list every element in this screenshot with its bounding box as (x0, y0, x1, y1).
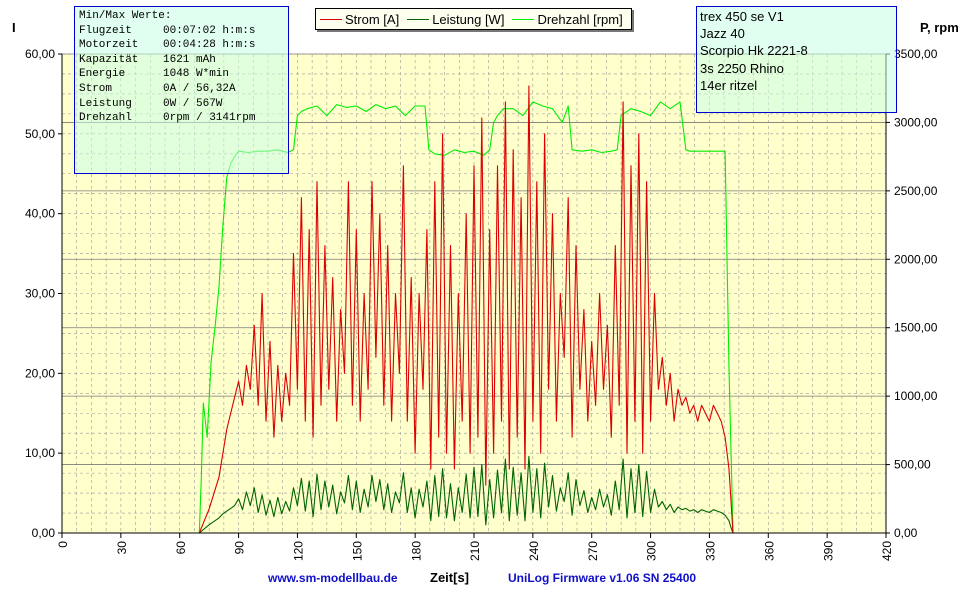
x-tick-label: 120 (292, 541, 306, 561)
minmax-panel: Min/Max Werte: Flugzeit 00:07:02 h:m:s Mot… (74, 6, 289, 174)
legend-item: Leistung [W] (407, 12, 504, 27)
legend-swatch (320, 18, 342, 20)
x-tick-label: 330 (704, 541, 718, 561)
legend-item: Drehzahl [rpm] (512, 11, 623, 27)
minmax-value: 0rpm / 3141rpm (163, 112, 256, 125)
minmax-row: Energie 1048 W*min (79, 67, 284, 82)
minmax-key: Motorzeit (79, 39, 139, 52)
y-left-tick-label: 10,00 (25, 446, 55, 460)
minmax-key: Energie (79, 68, 126, 81)
y-right-tick-label: 3500,00 (894, 47, 938, 61)
x-tick-label: 300 (645, 541, 659, 561)
model-info-panel: trex 450 se V1 Jazz 40 Scorpio Hk 2221-8 3s… (696, 6, 897, 113)
y-left-tick-label: 0,00 (32, 526, 56, 540)
x-tick-label: 240 (527, 541, 541, 561)
minmax-value: 00:07:02 h:m:s (163, 24, 256, 37)
x-tick-label: 60 (174, 541, 188, 555)
minmax-row: Flugzeit 00:07:02 h:m:s (79, 24, 284, 39)
y-left-axis-title: I (12, 20, 16, 35)
legend: Strom [A] Leistung [W] Drehzahl [rpm] (315, 8, 632, 30)
website-footer: www.sm-modellbau.de (268, 571, 398, 585)
minmax-key: Flugzeit (79, 24, 132, 37)
minmax-row: Motorzeit 00:04:28 h:m:s (79, 38, 284, 53)
firmware-footer: UniLog Firmware v1.06 SN 25400 (508, 571, 697, 585)
y-right-axis-ticks: 0,00 500,00 1000,00 1500,00 2000,00 2500,00 30… (886, 47, 938, 540)
y-right-tick-label: 2500,00 (894, 184, 938, 198)
info-line: Scorpio Hk 2221-8 (700, 43, 808, 59)
minmax-title: Min/Max Werte: (79, 10, 172, 22)
legend-label: Strom [A] (345, 11, 400, 27)
x-tick-label: 210 (468, 541, 482, 561)
minmax-value: 0W / 567W (163, 97, 223, 110)
x-tick-label: 420 (880, 541, 894, 561)
minmax-value: 00:04:28 h:m:s (163, 39, 256, 52)
minmax-row: Leistung 0W / 567W (79, 97, 284, 112)
minmax-value: 1621 mAh (163, 53, 216, 66)
info-line: Jazz 40 (700, 26, 745, 42)
minmax-key: Drehzahl (79, 112, 132, 125)
y-left-tick-label: 40,00 (25, 207, 55, 221)
y-right-tick-label: 1500,00 (894, 321, 938, 335)
x-tick-label: 360 (762, 541, 776, 561)
info-line: 14er ritzel (700, 77, 758, 93)
x-tick-label: 0 (56, 541, 70, 548)
minmax-key: Strom (79, 82, 113, 95)
y-right-tick-label: 3000,00 (894, 115, 938, 129)
x-tick-label: 180 (409, 541, 423, 561)
info-line: trex 450 se V1 (700, 9, 784, 24)
x-tick-label: 390 (821, 541, 835, 561)
y-right-tick-label: 500,00 (894, 458, 931, 472)
x-axis-title: Zeit[s] (430, 570, 469, 585)
minmax-rows: Flugzeit 00:07:02 h:m:s Motorzeit 00:04:28 … (79, 24, 284, 126)
y-right-tick-label: 1000,00 (894, 389, 938, 403)
y-left-tick-label: 20,00 (25, 366, 55, 380)
legend-item: Strom [A] (320, 12, 399, 27)
x-tick-label: 270 (586, 541, 600, 561)
y-right-axis-title: P, rpm (920, 20, 959, 35)
y-left-axis-ticks: 0,00 10,00 20,00 30,00 40,00 50,00 60,00 (25, 47, 62, 540)
minmax-key: Kapazität (79, 53, 139, 66)
minmax-value: 1048 W*min (163, 68, 230, 81)
legend-swatch (407, 18, 430, 20)
x-axis-ticks: 0 30 60 90 120 150 180 210 240 270 300 330 360 390 420 (56, 533, 894, 561)
x-tick-label: 90 (233, 541, 247, 555)
y-left-tick-label: 60,00 (25, 47, 55, 61)
minmax-row: Kapazität 1621 mAh (79, 53, 284, 68)
minmax-row: Strom 0A / 56,32A (79, 82, 284, 97)
legend-label: Drehzahl [rpm] (537, 11, 623, 27)
legend-label: Leistung [W] (432, 11, 505, 27)
y-left-tick-label: 50,00 (25, 127, 55, 141)
y-left-tick-label: 30,00 (25, 287, 55, 301)
info-line: 3s 2250 Rhino (700, 60, 784, 76)
minmax-value: 0A / 56,32A (163, 82, 236, 95)
legend-swatch (512, 18, 535, 20)
minmax-row: Drehzahl 0rpm / 3141rpm (79, 111, 284, 126)
x-tick-label: 30 (115, 541, 129, 555)
minmax-key: Leistung (79, 97, 132, 110)
y-right-tick-label: 2000,00 (894, 252, 938, 266)
x-tick-label: 150 (350, 541, 364, 561)
series-line-strom-a (198, 85, 734, 534)
series-line-leistung-w (198, 455, 734, 534)
y-right-tick-label: 0,00 (894, 526, 918, 540)
